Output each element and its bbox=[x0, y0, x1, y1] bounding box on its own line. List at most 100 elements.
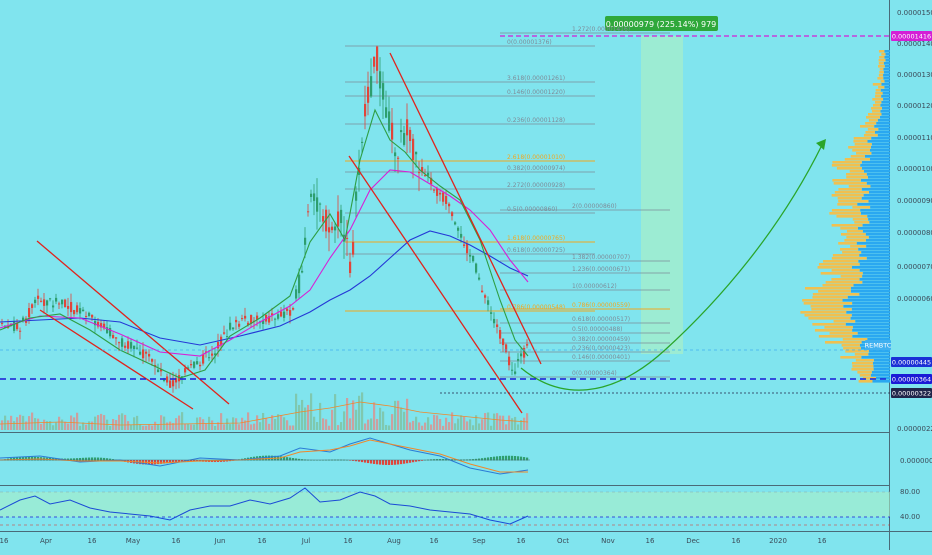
candle-body bbox=[304, 237, 307, 245]
candle-body bbox=[481, 290, 484, 293]
price-axis[interactable] bbox=[890, 0, 932, 550]
channel-lines[interactable] bbox=[36, 52, 542, 414]
volume-bar bbox=[133, 417, 136, 430]
vp-bar-blue bbox=[877, 119, 890, 122]
macd-bar bbox=[517, 456, 520, 461]
price-tick: 0.00000700 bbox=[897, 263, 932, 271]
volume-bar bbox=[94, 416, 97, 430]
macd-bar bbox=[475, 458, 478, 461]
measure-box[interactable] bbox=[605, 16, 718, 31]
macd-bar bbox=[523, 457, 526, 461]
vp-bar-orange bbox=[880, 80, 885, 83]
measure-label: 0.00000979 (225.14%) 979 bbox=[606, 20, 717, 29]
vp-bar-orange bbox=[873, 104, 881, 107]
volume-bar bbox=[382, 411, 385, 430]
vp-bar-blue bbox=[877, 134, 890, 137]
candle-body bbox=[22, 317, 25, 322]
candle-body bbox=[58, 303, 61, 305]
vp-bar-blue bbox=[859, 269, 890, 272]
main-pane[interactable] bbox=[0, 0, 890, 432]
macd-bar bbox=[382, 460, 385, 465]
fib-label: 0(0.00000364) bbox=[572, 370, 617, 377]
candle-body bbox=[211, 353, 214, 356]
volume-bar bbox=[355, 409, 358, 430]
vp-bar-orange bbox=[825, 281, 863, 284]
candle-body bbox=[82, 309, 85, 312]
volume-bar bbox=[457, 418, 460, 430]
candle-body bbox=[16, 323, 19, 330]
vp-bar-orange bbox=[834, 191, 870, 194]
vp-bar-blue bbox=[867, 215, 890, 218]
measure-zone[interactable] bbox=[641, 36, 683, 354]
vp-bar-blue bbox=[857, 332, 890, 335]
vp-bar-orange bbox=[852, 365, 874, 368]
vp-bar-orange bbox=[840, 248, 859, 251]
volume-bar bbox=[49, 421, 52, 430]
macd-bar bbox=[361, 460, 364, 463]
candle-body bbox=[331, 226, 334, 231]
volume-bar bbox=[13, 421, 16, 430]
candle-body bbox=[322, 216, 325, 222]
candle-body bbox=[418, 172, 421, 174]
fib-label: 0.5(0.00000488) bbox=[572, 326, 623, 333]
vp-bar-blue bbox=[862, 224, 890, 227]
candle-body bbox=[478, 277, 481, 280]
macd-bar bbox=[175, 460, 178, 463]
macd-bar bbox=[181, 460, 184, 462]
candle-body bbox=[157, 369, 160, 373]
candle-body bbox=[34, 299, 37, 304]
vp-bar-orange bbox=[818, 263, 860, 266]
macd-pane[interactable] bbox=[0, 433, 890, 485]
vp-bar-orange bbox=[875, 92, 883, 95]
candle-body bbox=[7, 326, 10, 328]
projection-curve[interactable] bbox=[520, 144, 823, 391]
volume-bar bbox=[118, 414, 121, 430]
volume-bar bbox=[433, 414, 436, 430]
rsi-axis-label-40: 40.00 bbox=[900, 513, 920, 521]
vp-bar-orange bbox=[854, 353, 869, 356]
vp-bar-orange bbox=[878, 65, 885, 68]
rsi-line bbox=[0, 487, 529, 525]
vp-bar-blue bbox=[862, 275, 890, 278]
candle-body bbox=[178, 375, 181, 382]
time-tick: 16 bbox=[0, 537, 9, 545]
vp-bar-blue bbox=[852, 329, 890, 332]
candle-body bbox=[373, 56, 376, 67]
vp-bar-orange bbox=[846, 230, 863, 233]
vp-bar-blue bbox=[871, 137, 890, 140]
candle-body bbox=[319, 203, 322, 205]
vp-bar-orange bbox=[860, 125, 875, 128]
macd-bar bbox=[163, 460, 166, 464]
macd-bar bbox=[268, 455, 271, 461]
vp-bar-blue bbox=[869, 149, 890, 152]
candle-body bbox=[505, 344, 508, 352]
candle-body bbox=[238, 323, 241, 327]
volume-bar bbox=[82, 422, 85, 430]
vp-bar-blue bbox=[859, 254, 890, 257]
candle-body bbox=[193, 361, 196, 368]
vp-bar-orange bbox=[833, 182, 867, 185]
vp-bar-blue bbox=[883, 74, 890, 77]
candle-body bbox=[214, 353, 217, 356]
candle-body bbox=[436, 188, 439, 196]
candle-body bbox=[466, 243, 469, 254]
vp-bar-blue bbox=[870, 185, 890, 188]
vp-bar-blue bbox=[855, 320, 890, 323]
volume-bar bbox=[511, 418, 514, 430]
volume-bar bbox=[55, 422, 58, 430]
projection-arrowhead bbox=[816, 139, 826, 150]
volume-bar bbox=[61, 419, 64, 430]
vp-bar-orange bbox=[817, 266, 852, 269]
volume-bar bbox=[97, 415, 100, 430]
fib-label: 2(0.00000860) bbox=[572, 203, 617, 210]
vp-bar-blue bbox=[881, 83, 890, 86]
vp-bar-blue bbox=[852, 326, 890, 329]
volume-bar bbox=[430, 424, 433, 430]
candle-body bbox=[103, 323, 106, 329]
vp-bar-blue bbox=[859, 278, 890, 281]
macd-bar bbox=[490, 457, 493, 461]
volume-bar bbox=[394, 400, 397, 430]
vp-bar-orange bbox=[829, 332, 858, 335]
vp-bar-blue bbox=[868, 218, 890, 221]
